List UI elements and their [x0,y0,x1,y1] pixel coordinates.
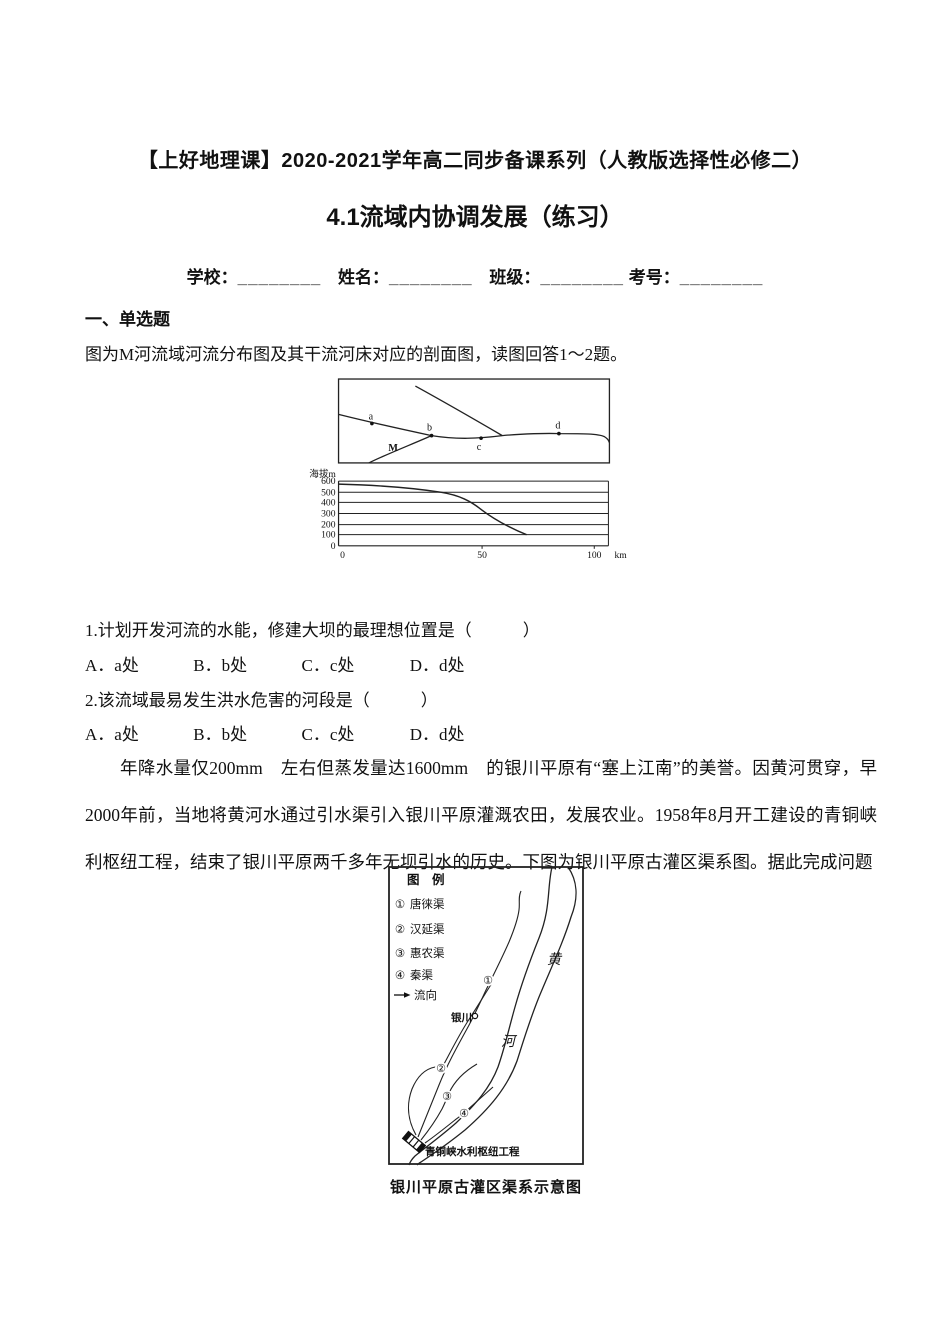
canal-marker-1: ① [482,974,494,987]
svg-text:300: 300 [321,508,336,519]
svg-text:100: 100 [587,550,602,561]
exam-no-label: 考号： [628,268,680,287]
canal-marker-4: ④ [458,1107,470,1120]
m-tributary-path [368,435,432,464]
question-1-options: A．a处 B．b处 C．c处 D．d处 [85,651,905,676]
doc-header: 【上好地理课】2020-2021学年高二同步备课系列（人教版选择性必修二） [137,150,813,172]
point-d-dot [557,431,561,436]
river-name-char-huang: 黄 [547,952,563,968]
q1-option-a: A．a处 [85,656,139,675]
name-label: 姓名： [337,268,389,287]
info-field-name: 姓名：________ [338,268,473,287]
legend-symbol-3: ③ [395,948,405,960]
svg-text:500: 500 [321,487,336,498]
svg-text:③: ③ [442,1091,452,1103]
q2-option-c: C．c处 [301,725,355,744]
svg-text:①: ① [483,975,493,987]
info-field-school: 学校：________ [187,268,322,287]
yinchuan-city-label: 银川 [451,1011,472,1024]
question-group-intro: 图为M河流域河流分布图及其干流河床对应的剖面图，读图回答1～2题。 [85,345,628,364]
map-frame [337,378,611,464]
yinchuan-city-marker [471,1012,479,1020]
svg-text:0: 0 [331,541,336,552]
question-2-text: 2.该流域最易发生洪水危害的河段是（ ） [85,691,438,710]
info-field-exam-no: 考号：________ [629,268,764,287]
legend-items: ① 唐徕渠 ② 汉延渠 ③ 惠农渠 ④ 秦渠 流向 [394,897,445,1002]
canal-1-tanglai [417,890,522,1138]
canal-map-figure: ① ② ③ ④ 银川 黄 河 [388,866,584,1166]
canal-marker-2: ② [435,1062,447,1075]
q1-option-b: B．b处 [193,656,248,675]
profile-x-tick-labels: 0 50 100 km [340,550,627,561]
q1-option-d: D．d处 [409,656,465,675]
exam-no-blank: ________ [679,268,764,287]
passage-line-3: 利枢纽工程，结束了银川平原两千多年无坝引水的历史。下图为银川平原古灌区渠系图。据… [85,852,873,872]
svg-text:100: 100 [321,530,336,541]
page-title: 4.1流域内协调发展（练习） [326,204,624,231]
passage-line-1: 年降水量仅200mm 左右但蒸发量达1600mm 的银川平原有“塞上江南”的美誉… [120,758,877,778]
svg-text:0: 0 [340,550,345,561]
yellow-river-right-bank [416,866,577,1166]
legend-symbol-4: ④ [395,970,405,982]
student-info-line: 学校：________ 姓名：________ 班级：________ 考号：_… [0,263,950,288]
profile-gridlines [337,480,609,549]
flow-direction-arrow-icon [394,992,411,998]
canal-2-hanyan [407,982,493,1136]
svg-text:400: 400 [321,497,336,508]
river-basin-figure: a b c d M 海拔m 600 500 [308,377,642,565]
point-d-label: d [555,421,560,432]
riverbed-profile-curve [338,483,527,536]
svg-text:200: 200 [321,520,336,531]
river-name-char-he: 河 [501,1034,518,1050]
river-m-label: M [388,443,398,454]
class-label: 班级： [489,268,541,287]
point-a-dot [370,421,374,426]
question-1-text: 1.计划开发河流的水能，修建大坝的最理想位置是（ ） [85,621,540,640]
profile-y-axis-label: 海拔m [309,468,336,480]
point-c-dot [479,436,483,440]
svg-text:④: ④ [459,1108,469,1120]
canal-marker-3: ③ [441,1090,453,1103]
svg-text:50: 50 [477,550,487,561]
dam-icon [401,1130,427,1154]
legend-label-1: 唐徕渠 [410,897,445,911]
yellow-river-left-bank [408,866,553,1166]
q2-option-a: A．a处 [85,725,139,744]
q2-option-d: D．d处 [409,725,465,744]
point-b-label: b [427,423,432,434]
passage-line-2: 2000年前，当地将黄河水通过引水渠引入银川平原灌溉农田，发展农业。1958年8… [85,805,877,825]
map2-frame [388,866,584,1165]
section-heading-single-choice: 一、单选题 [85,310,170,329]
reading-passage: 年降水量仅200mm 左右但蒸发量达1600mm 的银川平原有“塞上江南”的美誉… [85,745,877,886]
point-a-label: a [369,411,374,422]
point-b-dot [429,433,434,438]
legend-label-3: 惠农渠 [410,946,445,960]
svg-text:②: ② [436,1063,446,1075]
school-label: 学校： [186,268,238,287]
profile-x-unit: km [614,550,627,561]
legend-symbol-2: ② [395,924,405,936]
main-river-path [338,413,611,443]
point-c-label: c [477,442,482,453]
profile-y-tick-labels: 600 500 400 300 200 100 0 [321,476,336,552]
north-tributary-path [415,385,503,437]
legend-symbol-1: ① [395,899,405,911]
q2-option-b: B．b处 [193,725,248,744]
question-2-options: A．a处 B．b处 C．c处 D．d处 [85,720,905,745]
name-blank: ________ [388,268,473,287]
legend-title: 图 例 [407,872,445,887]
class-blank: ________ [540,268,624,287]
legend-label-2: 汉延渠 [410,923,445,936]
q1-option-c: C．c处 [301,656,355,675]
svg-text:600: 600 [321,476,336,487]
info-field-class: 班级：________ [489,268,624,287]
canal-map-svg: ① ② ③ ④ 银川 黄 河 [388,866,584,1166]
figure2-caption: 银川平原古灌区渠系示意图 [389,1180,582,1196]
school-blank: ________ [237,268,322,287]
river-basin-svg: a b c d M 海拔m 600 500 [309,378,627,561]
legend-label-5: 流向 [414,988,437,1002]
legend-label-4: 秦渠 [410,968,433,982]
dam-label: 青铜峡水利枢纽工程 [425,1145,520,1158]
